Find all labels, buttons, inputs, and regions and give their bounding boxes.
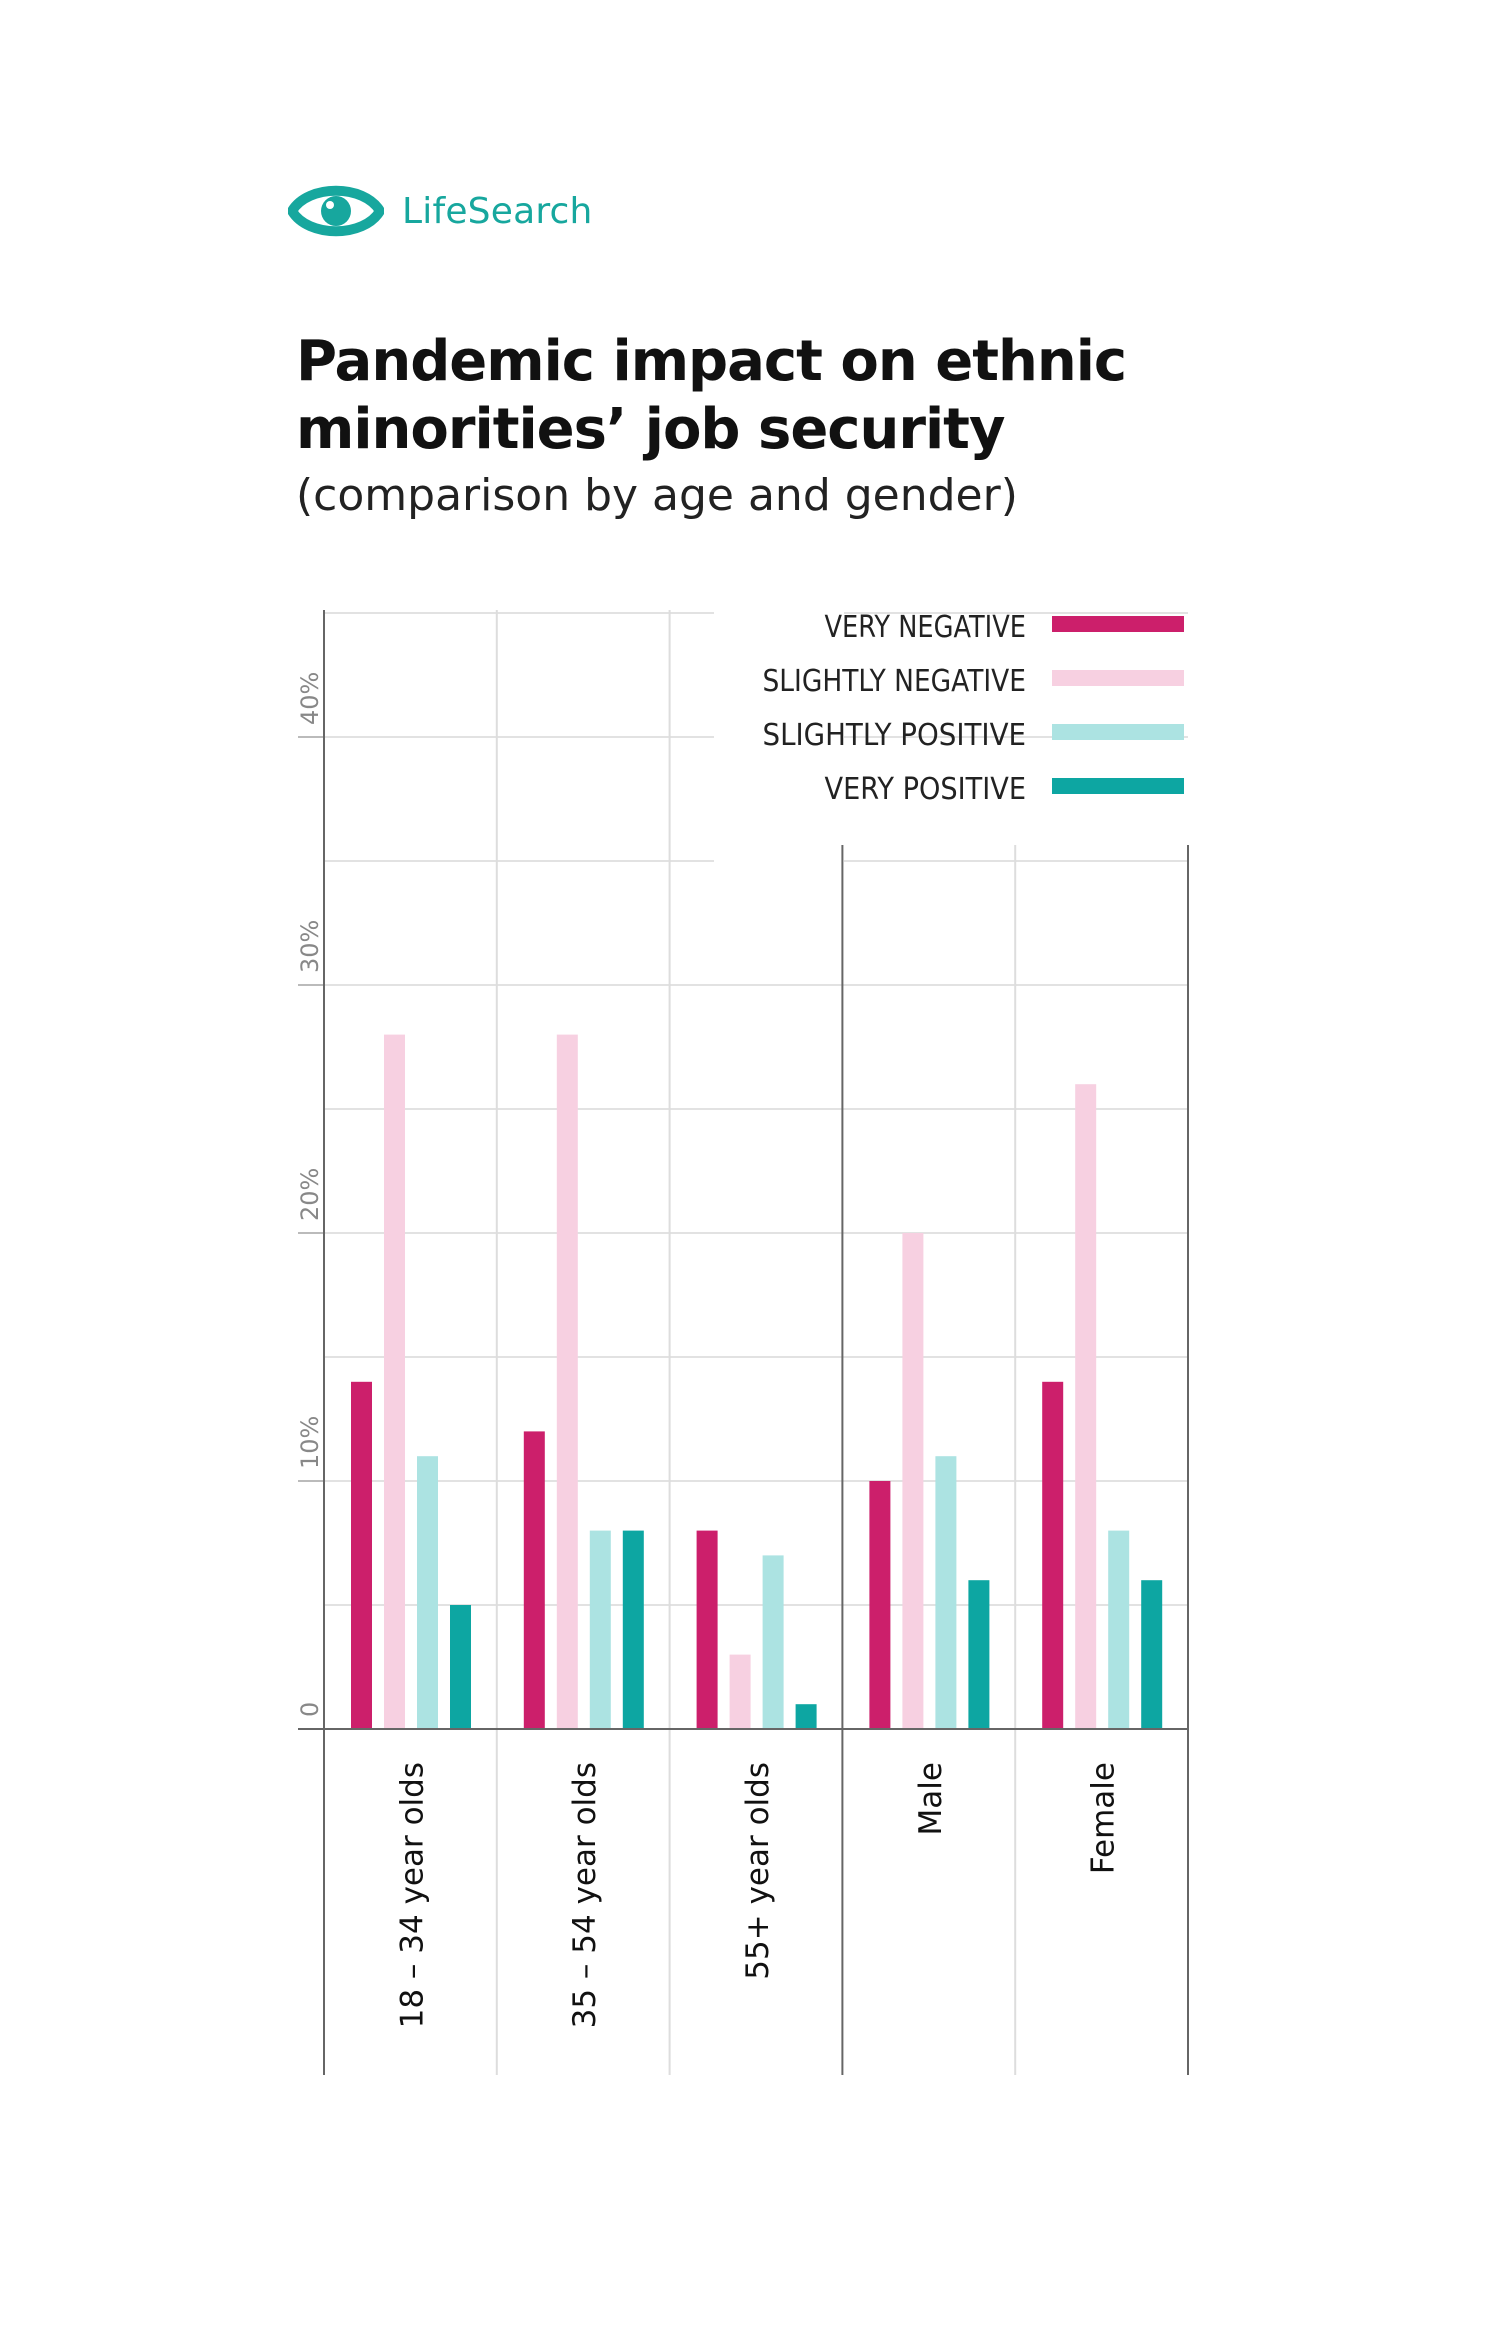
- legend-label: VERY NEGATIVE: [825, 610, 1027, 645]
- bar: [696, 1530, 718, 1729]
- bar: [729, 1654, 751, 1729]
- category-label: 18 – 34 year olds: [394, 1762, 430, 2028]
- bar: [384, 1034, 405, 1729]
- title-line-2: minorities’ job security: [296, 397, 1005, 462]
- page-subtitle: (comparison by age and gender): [296, 470, 1018, 521]
- bar: [622, 1530, 644, 1729]
- eye-logo-icon: [288, 185, 384, 237]
- bar: [869, 1481, 891, 1729]
- brand-name: LifeSearch: [402, 190, 593, 232]
- bar: [450, 1605, 471, 1729]
- legend-label: SLIGHTLY POSITIVE: [763, 718, 1027, 753]
- bar: [556, 1034, 578, 1729]
- legend-label: SLIGHTLY NEGATIVE: [763, 664, 1027, 699]
- legend-swatch: [1052, 616, 1184, 632]
- bar: [935, 1456, 957, 1729]
- bar: [351, 1381, 372, 1729]
- bar: [589, 1530, 611, 1729]
- bar: [417, 1456, 438, 1729]
- y-tick-label: 20%: [296, 1168, 324, 1221]
- bar: [1075, 1084, 1097, 1729]
- legend-swatch: [1052, 670, 1184, 686]
- category-label: Male: [913, 1762, 949, 1835]
- bar: [902, 1233, 924, 1729]
- page-title: Pandemic impact on ethnic minorities’ jo…: [296, 328, 1296, 464]
- brand-logo: LifeSearch: [288, 176, 593, 246]
- y-tick-label: 40%: [296, 672, 324, 725]
- legend-label: VERY POSITIVE: [825, 772, 1027, 807]
- legend-swatch: [1052, 724, 1184, 740]
- bar: [1108, 1530, 1130, 1729]
- bar: [523, 1431, 545, 1729]
- y-tick-label: 30%: [296, 920, 324, 973]
- category-label: 55+ year olds: [740, 1762, 776, 1980]
- legend-swatch: [1052, 778, 1184, 794]
- bar: [795, 1704, 817, 1729]
- category-label: 35 – 54 year olds: [567, 1762, 603, 2028]
- bar: [968, 1580, 990, 1729]
- bar: [1042, 1381, 1064, 1729]
- category-label: Female: [1086, 1762, 1122, 1874]
- bar: [762, 1555, 784, 1729]
- y-tick-label: 10%: [296, 1416, 324, 1469]
- y-tick-label: 0: [296, 1702, 324, 1717]
- title-line-1: Pandemic impact on ethnic: [296, 329, 1127, 394]
- bar: [1141, 1580, 1163, 1729]
